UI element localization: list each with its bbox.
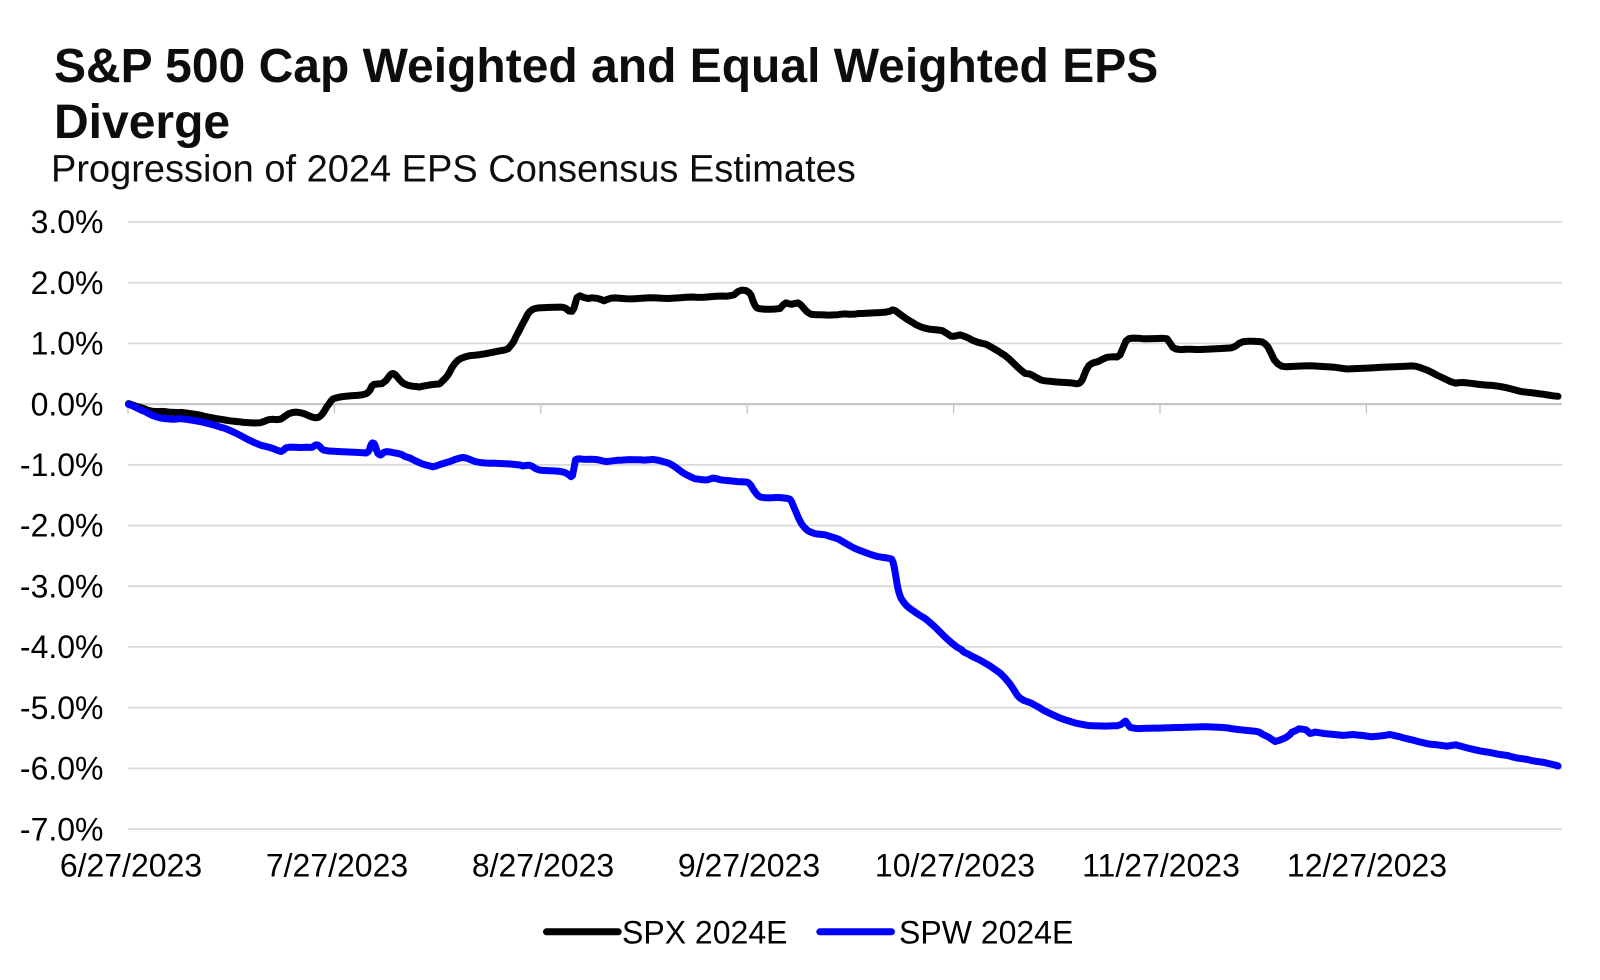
svg-text:-3.0%: -3.0% xyxy=(20,568,104,604)
svg-text:-7.0%: -7.0% xyxy=(20,811,104,847)
svg-text:SPX 2024E: SPX 2024E xyxy=(622,915,787,951)
svg-text:2.0%: 2.0% xyxy=(31,265,104,301)
svg-text:8/27/2023: 8/27/2023 xyxy=(472,848,614,884)
svg-text:-6.0%: -6.0% xyxy=(20,751,104,787)
svg-text:S&P 500 Cap Weighted and Equal: S&P 500 Cap Weighted and Equal Weighted … xyxy=(54,40,1158,93)
svg-text:6/27/2023: 6/27/2023 xyxy=(60,848,202,884)
svg-text:Diverge: Diverge xyxy=(54,96,230,149)
svg-text:-5.0%: -5.0% xyxy=(20,690,104,726)
svg-text:-4.0%: -4.0% xyxy=(20,629,104,665)
svg-text:0.0%: 0.0% xyxy=(31,386,104,422)
svg-text:SPW 2024E: SPW 2024E xyxy=(899,915,1073,951)
svg-text:10/27/2023: 10/27/2023 xyxy=(875,848,1035,884)
svg-text:-1.0%: -1.0% xyxy=(20,447,104,483)
svg-text:3.0%: 3.0% xyxy=(31,204,104,240)
svg-text:9/27/2023: 9/27/2023 xyxy=(678,848,820,884)
svg-text:7/27/2023: 7/27/2023 xyxy=(266,848,408,884)
svg-text:1.0%: 1.0% xyxy=(31,326,104,362)
svg-text:11/27/2023: 11/27/2023 xyxy=(1082,848,1240,884)
svg-text:Progression of 2024 EPS Consen: Progression of 2024 EPS Consensus Estima… xyxy=(51,149,856,191)
svg-text:12/27/2023: 12/27/2023 xyxy=(1287,848,1447,884)
svg-text:-2.0%: -2.0% xyxy=(20,508,104,544)
